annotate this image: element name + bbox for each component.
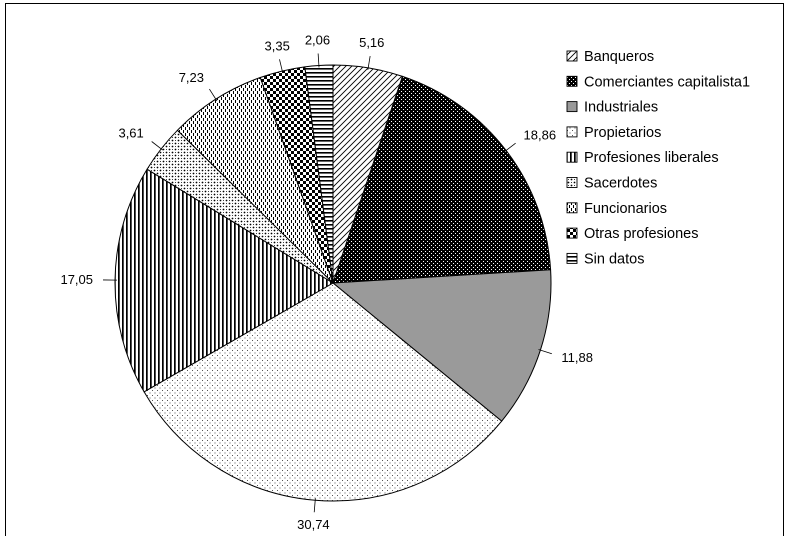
pie-chart: 5,16 18,86 11,88 30,74 17,05 3,61 7,23 3,35 2,06…	[60, 33, 750, 533]
legend-label-propietarios: Propietarios	[584, 125, 661, 141]
legend-label-banqueros: Banqueros	[584, 49, 654, 65]
label-leader-lines	[103, 53, 552, 513]
pie-slices	[114, 64, 552, 502]
value-label-sacerdotes: 3,61	[118, 126, 143, 141]
value-label-industriales: 11,88	[561, 350, 593, 365]
legend-swatch-industriales	[566, 101, 578, 113]
value-label-comerciantes-capitalista1: 18,86	[524, 127, 557, 142]
leader-line-industriales	[538, 349, 552, 355]
legend-swatch-funcionarios	[566, 202, 578, 214]
legend-swatch-profesiones-liberales	[566, 151, 578, 163]
legend-swatch-comerciantes-capitalista1	[566, 75, 578, 87]
value-label-propietarios: 30,74	[297, 517, 330, 532]
leader-line-sin-datos	[317, 53, 320, 68]
legend-label-profesiones-liberales: Profesiones liberales	[584, 150, 719, 166]
value-label-banqueros: 5,16	[359, 35, 384, 50]
legend-label-industriales: Industriales	[584, 100, 658, 116]
legend-label-sacerdotes: Sacerdotes	[584, 176, 657, 192]
leader-line-banqueros	[367, 55, 371, 70]
leader-line-otras-profesiones	[279, 59, 284, 74]
legend-swatch-sin-datos	[566, 252, 578, 264]
value-labels: 5,16 18,86 11,88 30,74 17,05 3,61 7,23 3,35 2,06	[60, 33, 592, 533]
leader-line-funcionarios	[209, 88, 218, 102]
value-label-profesiones-liberales: 17,05	[60, 272, 93, 287]
legend-label-sin-datos: Sin datos	[584, 251, 644, 267]
legend-swatch-otras-profesiones	[566, 227, 578, 239]
value-label-sin-datos: 2,06	[305, 33, 330, 48]
value-label-funcionarios: 7,23	[179, 70, 204, 85]
legend-swatch-banqueros	[566, 50, 578, 62]
legend: Banqueros Comerciantes capitalista1 Indust…	[566, 49, 750, 267]
legend-label-otras-profesiones: Otras profesiones	[584, 226, 698, 242]
legend-swatch-propietarios	[566, 126, 578, 138]
leader-line-sacerdotes	[151, 141, 163, 151]
leader-line-propietarios	[313, 498, 316, 513]
value-label-otras-profesiones: 3,35	[265, 39, 290, 54]
leader-line-comerciantes-capitalista1	[504, 142, 516, 152]
chart-frame: 5,16 18,86 11,88 30,74 17,05 3,61 7,23 3,35 2,06…	[5, 3, 784, 536]
legend-label-funcionarios: Funcionarios	[584, 201, 667, 217]
legend-swatch-sacerdotes	[566, 177, 578, 188]
legend-label-comerciantes-capitalista1: Comerciantes capitalista1	[584, 74, 750, 90]
